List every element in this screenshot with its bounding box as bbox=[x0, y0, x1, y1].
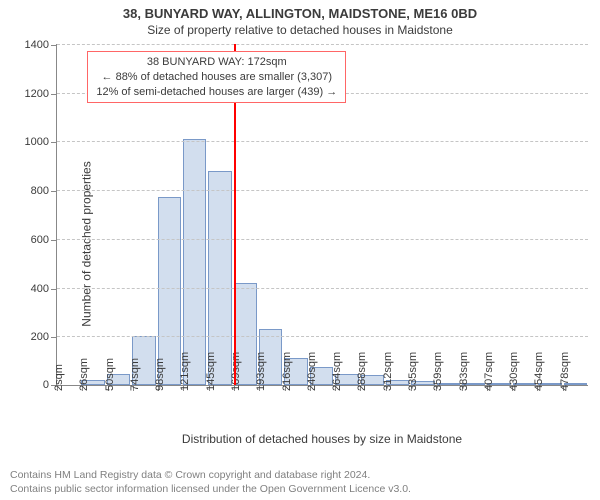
plot-area: 02004006008001000120014002sqm26sqm50sqm7… bbox=[56, 44, 588, 386]
x-tick-label: 454sqm bbox=[533, 352, 545, 391]
footer-line: Contains HM Land Registry data © Crown c… bbox=[10, 468, 411, 482]
x-tick-label: 478sqm bbox=[559, 352, 571, 391]
grid-line bbox=[57, 141, 588, 142]
x-tick-label: 264sqm bbox=[331, 352, 343, 391]
footer-line: Contains public sector information licen… bbox=[10, 482, 411, 496]
grid-line bbox=[57, 190, 588, 191]
histogram-bar bbox=[158, 197, 181, 385]
x-tick-label: 74sqm bbox=[129, 358, 141, 391]
page-subtitle: Size of property relative to detached ho… bbox=[0, 21, 600, 37]
x-tick-label: 288sqm bbox=[356, 352, 368, 391]
x-tick-label: 2sqm bbox=[53, 364, 65, 391]
x-axis-label: Distribution of detached houses by size … bbox=[56, 432, 588, 446]
x-tick-label: 216sqm bbox=[281, 352, 293, 391]
x-tick-label: 240sqm bbox=[306, 352, 318, 391]
y-tick-label: 600 bbox=[31, 234, 57, 246]
y-tick-label: 1400 bbox=[25, 39, 57, 51]
x-tick-label: 312sqm bbox=[382, 352, 394, 391]
page-title: 38, BUNYARD WAY, ALLINGTON, MAIDSTONE, M… bbox=[0, 0, 600, 21]
x-tick-label: 26sqm bbox=[78, 358, 90, 391]
x-tick-label: 407sqm bbox=[483, 352, 495, 391]
grid-line bbox=[57, 288, 588, 289]
y-tick-label: 1200 bbox=[25, 88, 57, 100]
x-tick-label: 193sqm bbox=[255, 352, 267, 391]
info-box-line: 38 BUNYARD WAY: 172sqm bbox=[96, 55, 337, 70]
grid-line bbox=[57, 336, 588, 337]
x-tick-label: 121sqm bbox=[179, 352, 191, 391]
y-tick-label: 400 bbox=[31, 283, 57, 295]
y-tick-label: 800 bbox=[31, 185, 57, 197]
x-tick-label: 169sqm bbox=[230, 352, 242, 391]
x-tick-label: 50sqm bbox=[104, 358, 116, 391]
y-tick-label: 1000 bbox=[25, 136, 57, 148]
histogram-bar bbox=[183, 139, 206, 385]
grid-line bbox=[57, 239, 588, 240]
x-tick-label: 359sqm bbox=[432, 352, 444, 391]
footer-attribution: Contains HM Land Registry data © Crown c… bbox=[10, 468, 411, 496]
chart-container: Number of detached properties 0200400600… bbox=[0, 36, 600, 452]
info-box-line: ← 88% of detached houses are smaller (3,… bbox=[96, 70, 337, 85]
x-tick-label: 145sqm bbox=[205, 352, 217, 391]
x-tick-label: 430sqm bbox=[508, 352, 520, 391]
x-tick-label: 335sqm bbox=[407, 352, 419, 391]
grid-line bbox=[57, 44, 588, 45]
info-box-line: 12% of semi-detached houses are larger (… bbox=[96, 85, 337, 100]
x-tick-label: 383sqm bbox=[458, 352, 470, 391]
info-box: 38 BUNYARD WAY: 172sqm← 88% of detached … bbox=[87, 51, 346, 104]
y-tick-label: 200 bbox=[31, 331, 57, 343]
x-tick-label: 98sqm bbox=[154, 358, 166, 391]
